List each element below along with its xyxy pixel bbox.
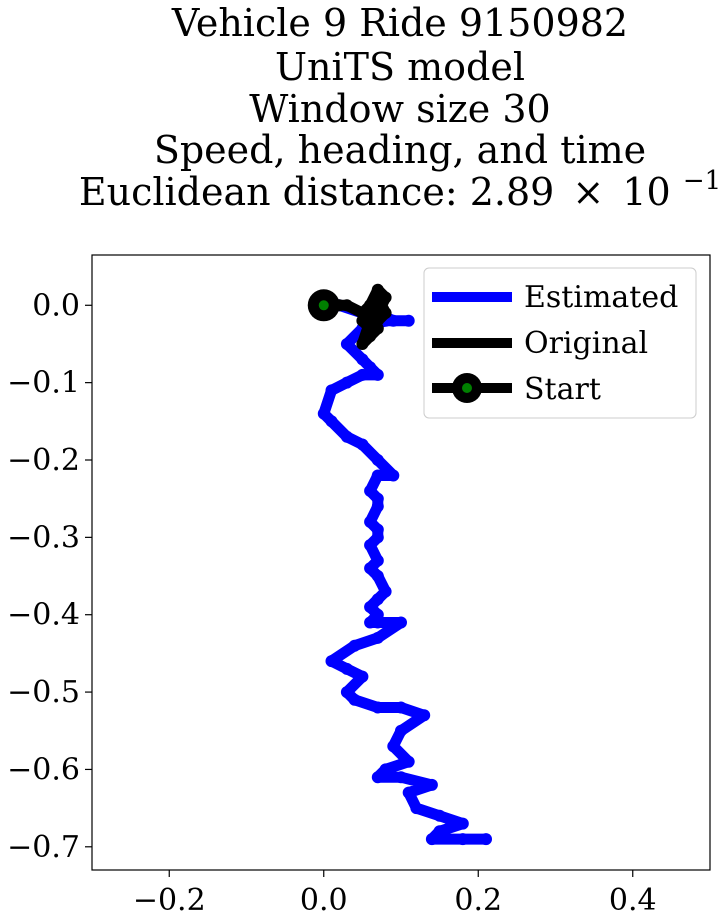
series-point-estimated: [395, 724, 407, 737]
y-tick-label: −0.6: [7, 752, 80, 787]
start-marker-center: [318, 300, 329, 311]
series-point-estimated: [356, 353, 369, 366]
series-point-estimated: [433, 825, 446, 838]
series-point-estimated: [317, 407, 330, 420]
series-point-estimated: [364, 562, 377, 575]
series-point-estimated: [410, 802, 423, 815]
y-tick-label: −0.7: [7, 830, 80, 865]
series-point-estimated: [364, 539, 377, 552]
series-point-original: [364, 330, 377, 343]
y-tick-label: 0.0: [32, 288, 80, 323]
series-point-estimated: [395, 701, 407, 714]
series-point-estimated: [402, 786, 415, 799]
series-point-estimated: [356, 438, 369, 451]
plot-area: [307, 283, 492, 846]
series-point-estimated: [348, 639, 361, 652]
series-point-estimated: [364, 601, 377, 613]
title-distance-prefix: Euclidean distance: 2.89: [79, 170, 554, 214]
series-point-estimated: [364, 361, 377, 374]
legend-frame: [423, 267, 697, 419]
series-point-estimated: [480, 833, 492, 846]
series-point-estimated: [325, 384, 338, 397]
x-tick-label: 0.0: [300, 883, 348, 917]
series-point-estimated: [395, 771, 407, 784]
series-point-estimated: [371, 454, 384, 466]
title-line-5: Euclidean distance: 2.89 × 10 −1: [79, 166, 719, 214]
series-point-estimated: [371, 570, 384, 582]
chart-title: Vehicle 9 Ride 9150982 UniTS model Windo…: [79, 1, 719, 214]
series-point-original: [379, 307, 392, 319]
y-axis: 0.0 −0.1 −0.2 −0.3 −0.4 −0.5 −0.6 −0.7: [7, 288, 92, 865]
plot-frame: [91, 254, 711, 871]
series-point-estimated: [387, 469, 400, 482]
series-point-original: [340, 299, 353, 312]
series-point-estimated: [371, 368, 384, 381]
legend-start-marker-center: [462, 383, 472, 393]
x-tick-label: 0.2: [454, 883, 502, 917]
series-point-estimated: [433, 809, 446, 822]
legend-label-start: Start: [524, 372, 601, 407]
title-line-2: UniTS model: [275, 45, 525, 89]
y-tick-label: −0.3: [7, 520, 80, 555]
series-point-estimated: [371, 500, 384, 513]
series-point-estimated: [371, 469, 384, 482]
y-tick-label: −0.5: [7, 675, 80, 710]
series-point-estimated: [325, 415, 338, 428]
legend-label-estimated: Estimated: [524, 280, 678, 315]
x-axis: −0.2 0.0 0.2 0.4: [133, 870, 657, 917]
legend-label-original: Original: [524, 326, 648, 361]
series-point-estimated: [395, 616, 407, 629]
title-line-3: Window size 30: [249, 87, 550, 131]
series-point-estimated: [371, 554, 384, 567]
series-point-estimated: [418, 709, 431, 722]
series-point-estimated: [371, 531, 384, 544]
series-point-estimated: [348, 693, 361, 706]
series-point-estimated: [371, 631, 384, 644]
x-tick-label: 0.4: [609, 883, 657, 917]
series-point-estimated: [387, 740, 400, 753]
series-point-estimated: [325, 655, 338, 668]
series-point-estimated: [364, 484, 377, 497]
series-point-estimated: [425, 833, 438, 846]
series-point-estimated: [402, 755, 415, 768]
series-point-estimated: [371, 701, 384, 714]
y-tick-label: −0.1: [7, 366, 80, 401]
series-point-estimated: [340, 662, 353, 675]
series-point-estimated: [340, 430, 353, 443]
series-point-estimated: [456, 833, 469, 846]
series-point-estimated: [371, 616, 384, 629]
series-point-estimated: [379, 763, 392, 776]
series-point-original: [364, 314, 377, 327]
y-tick-label: −0.4: [7, 598, 80, 633]
series-point-estimated: [340, 686, 353, 699]
series-point-estimated: [456, 817, 469, 830]
series-point-estimated: [371, 593, 384, 606]
series-point-estimated: [356, 670, 369, 683]
series-point-estimated: [379, 585, 392, 598]
series-point-original: [371, 322, 384, 335]
series-point-estimated: [340, 376, 353, 389]
title-line-1: Vehicle 9 Ride 9150982: [171, 1, 628, 45]
series-point-estimated: [340, 338, 353, 350]
series-point-estimated: [402, 314, 415, 327]
x-tick-label: −0.2: [133, 883, 206, 917]
series-point-original: [371, 291, 384, 304]
series-point-estimated: [364, 515, 377, 528]
series-point-estimated: [371, 771, 384, 784]
title-distance-exponent: −1: [683, 166, 719, 196]
series-point-original: [356, 338, 369, 350]
series-point-estimated: [425, 778, 438, 791]
series-point-estimated: [356, 368, 369, 381]
title-distance-base: 10: [622, 170, 670, 214]
y-tick-label: −0.2: [7, 443, 80, 478]
title-distance-times: ×: [572, 170, 604, 214]
title-line-4: Speed, heading, and time: [154, 128, 646, 172]
legend: Estimated Original Start: [423, 267, 697, 419]
